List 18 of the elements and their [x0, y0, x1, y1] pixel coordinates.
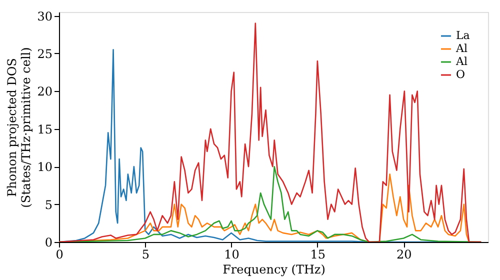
x-axis-title: Frequency (THz) [222, 262, 326, 276]
x-tick-label: 10 [224, 248, 240, 262]
x-tick-label: 0 [56, 248, 64, 262]
y-tick-label: 15 [37, 122, 52, 136]
x-tick-label: 20 [396, 248, 412, 262]
y-tick-label: 10 [37, 160, 52, 174]
legend-label: Al [455, 42, 468, 55]
x-tick-label: 15 [310, 248, 326, 262]
x-tick-label: 5 [142, 248, 150, 262]
y-tick-label: 0 [44, 236, 52, 250]
y-tick-label: 25 [37, 46, 52, 61]
legend-label: Al [455, 55, 468, 68]
legend-label: La [456, 29, 470, 42]
y-tick-label: 20 [37, 84, 52, 99]
y-tick-label: 30 [37, 9, 52, 24]
legend-label: O [456, 68, 466, 81]
y-axis-title: Phonon projected DOS (States/THz·primitive cell) [5, 47, 34, 208]
y-tick-label: 5 [44, 198, 52, 212]
